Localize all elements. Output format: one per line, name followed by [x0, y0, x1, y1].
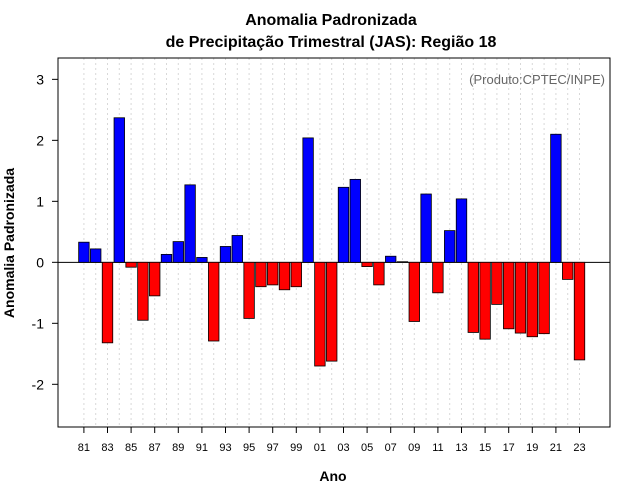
- bar-2019: [526, 261, 538, 338]
- x-tick-label: 09: [408, 442, 420, 454]
- bar-2014: [467, 261, 479, 333]
- y-tick-label: -1: [32, 315, 45, 331]
- x-tick-label: 81: [78, 442, 90, 454]
- y-tick-label: -2: [32, 376, 45, 392]
- bar-2003: [337, 186, 350, 263]
- bar-2012: [444, 230, 456, 263]
- bar-1987: [149, 261, 161, 297]
- x-tick-label: 05: [361, 442, 373, 454]
- bar-2018: [514, 261, 527, 334]
- bar-2013: [455, 198, 468, 263]
- x-tick-label: 95: [243, 442, 255, 454]
- x-tick-label: 83: [101, 442, 113, 454]
- chart-title: Anomalia Padronizada: [245, 12, 417, 29]
- bar-2023: [573, 261, 586, 361]
- bar-1997: [267, 261, 279, 286]
- x-tick-label: 17: [503, 442, 515, 454]
- x-tick-label: 23: [573, 442, 585, 454]
- bar-2009: [408, 261, 420, 322]
- x-tick-label: 85: [125, 442, 137, 454]
- bar-1983: [101, 261, 114, 344]
- y-tick-label: 1: [36, 193, 44, 209]
- y-tick-label: 2: [36, 132, 44, 148]
- bar-2001: [314, 261, 326, 367]
- bar-1986: [137, 261, 149, 321]
- bar-2021: [550, 133, 562, 263]
- x-tick-label: 89: [172, 442, 184, 454]
- bar-2020: [538, 261, 550, 335]
- bar-1998: [278, 261, 291, 291]
- bar-1992: [208, 261, 220, 342]
- bars-layer: [78, 117, 586, 367]
- bar-1999: [290, 261, 302, 288]
- bar-2008: [396, 261, 409, 263]
- plot-frame: [57, 57, 611, 428]
- grid-layer: [58, 58, 610, 427]
- bar-1995: [243, 261, 255, 319]
- x-tick-label: 21: [550, 442, 562, 454]
- x-tick-label: 03: [337, 442, 349, 454]
- bar-1990: [184, 184, 196, 263]
- bar-2005: [361, 261, 373, 267]
- x-tick-label: 15: [479, 442, 491, 454]
- x-tick-label: 97: [267, 442, 279, 454]
- bar-2006: [373, 261, 385, 286]
- x-tick-label: 07: [385, 442, 397, 454]
- bar-1994: [231, 235, 243, 263]
- bar-1982: [90, 248, 102, 263]
- bar-2002: [326, 261, 338, 362]
- bar-1988: [160, 253, 173, 263]
- x-tick-label: 11: [432, 442, 443, 454]
- x-tick-label: 91: [196, 442, 208, 454]
- bar-1981: [78, 241, 90, 263]
- bar-2010: [420, 193, 432, 263]
- x-tick-label: 99: [290, 442, 302, 454]
- x-axis-label: Ano: [319, 468, 346, 484]
- x-tick-label: 13: [455, 442, 467, 454]
- bar-1989: [172, 241, 184, 263]
- bar-1984: [113, 117, 125, 263]
- y-axis-label: Anomalia Padronizada: [1, 168, 17, 318]
- bar-2007: [385, 255, 397, 263]
- bar-2015: [479, 261, 491, 340]
- bar-1996: [255, 261, 267, 288]
- x-tick-label: 01: [314, 442, 326, 454]
- y-tick-label: 3: [36, 71, 44, 87]
- y-tick-label: 0: [36, 254, 44, 270]
- bar-1993: [219, 246, 232, 263]
- bar-2000: [302, 137, 314, 263]
- bar-2004: [349, 178, 361, 263]
- bar-2016: [491, 261, 503, 305]
- x-tick-label: 93: [219, 442, 231, 454]
- bar-2017: [503, 261, 515, 330]
- bar-2022: [562, 261, 574, 280]
- bar-2011: [432, 261, 444, 294]
- chart-subtitle: de Precipitação Trimestral (JAS): Região…: [166, 34, 497, 51]
- bar-1991: [196, 257, 208, 263]
- bar-1985: [125, 261, 137, 268]
- x-tick-label: 87: [149, 442, 161, 454]
- x-tick-label: 19: [526, 442, 538, 454]
- source-annotation: (Produto:CPTEC/INPE): [469, 72, 605, 87]
